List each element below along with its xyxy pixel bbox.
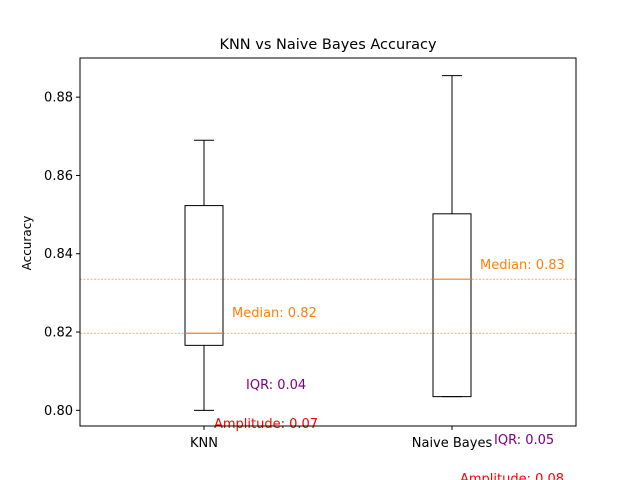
median-label: Median: 0.82 [232,306,317,321]
iqr-label: IQR: 0.05 [494,433,554,448]
y-tick-label: 0.88 [44,91,73,106]
y-tick-label: 0.86 [44,169,73,184]
plot-frame [79,57,577,427]
x-tick-label: Naive Bayes [412,436,493,451]
iqr-label: IQR: 0.04 [246,378,306,393]
y-tick-label: 0.80 [44,404,73,419]
y-tick-label: 0.82 [44,326,73,341]
y-axis-label: Accuracy [20,216,34,271]
box [184,205,224,346]
amplitude-label: Amplitude: 0.07 [214,417,318,432]
median-label: Median: 0.83 [480,258,565,273]
box [432,213,472,398]
plot-area: 0.80 0.82 0.84 0.86 0.88 KNN Naive Bayes Median… [44,75,576,480]
amplitude-label: Amplitude: 0.08 [460,472,564,480]
chart-title: KNN vs Naive Bayes Accuracy [219,37,437,53]
y-tick-label: 0.84 [44,247,73,262]
x-tick-label: KNN [190,436,218,451]
